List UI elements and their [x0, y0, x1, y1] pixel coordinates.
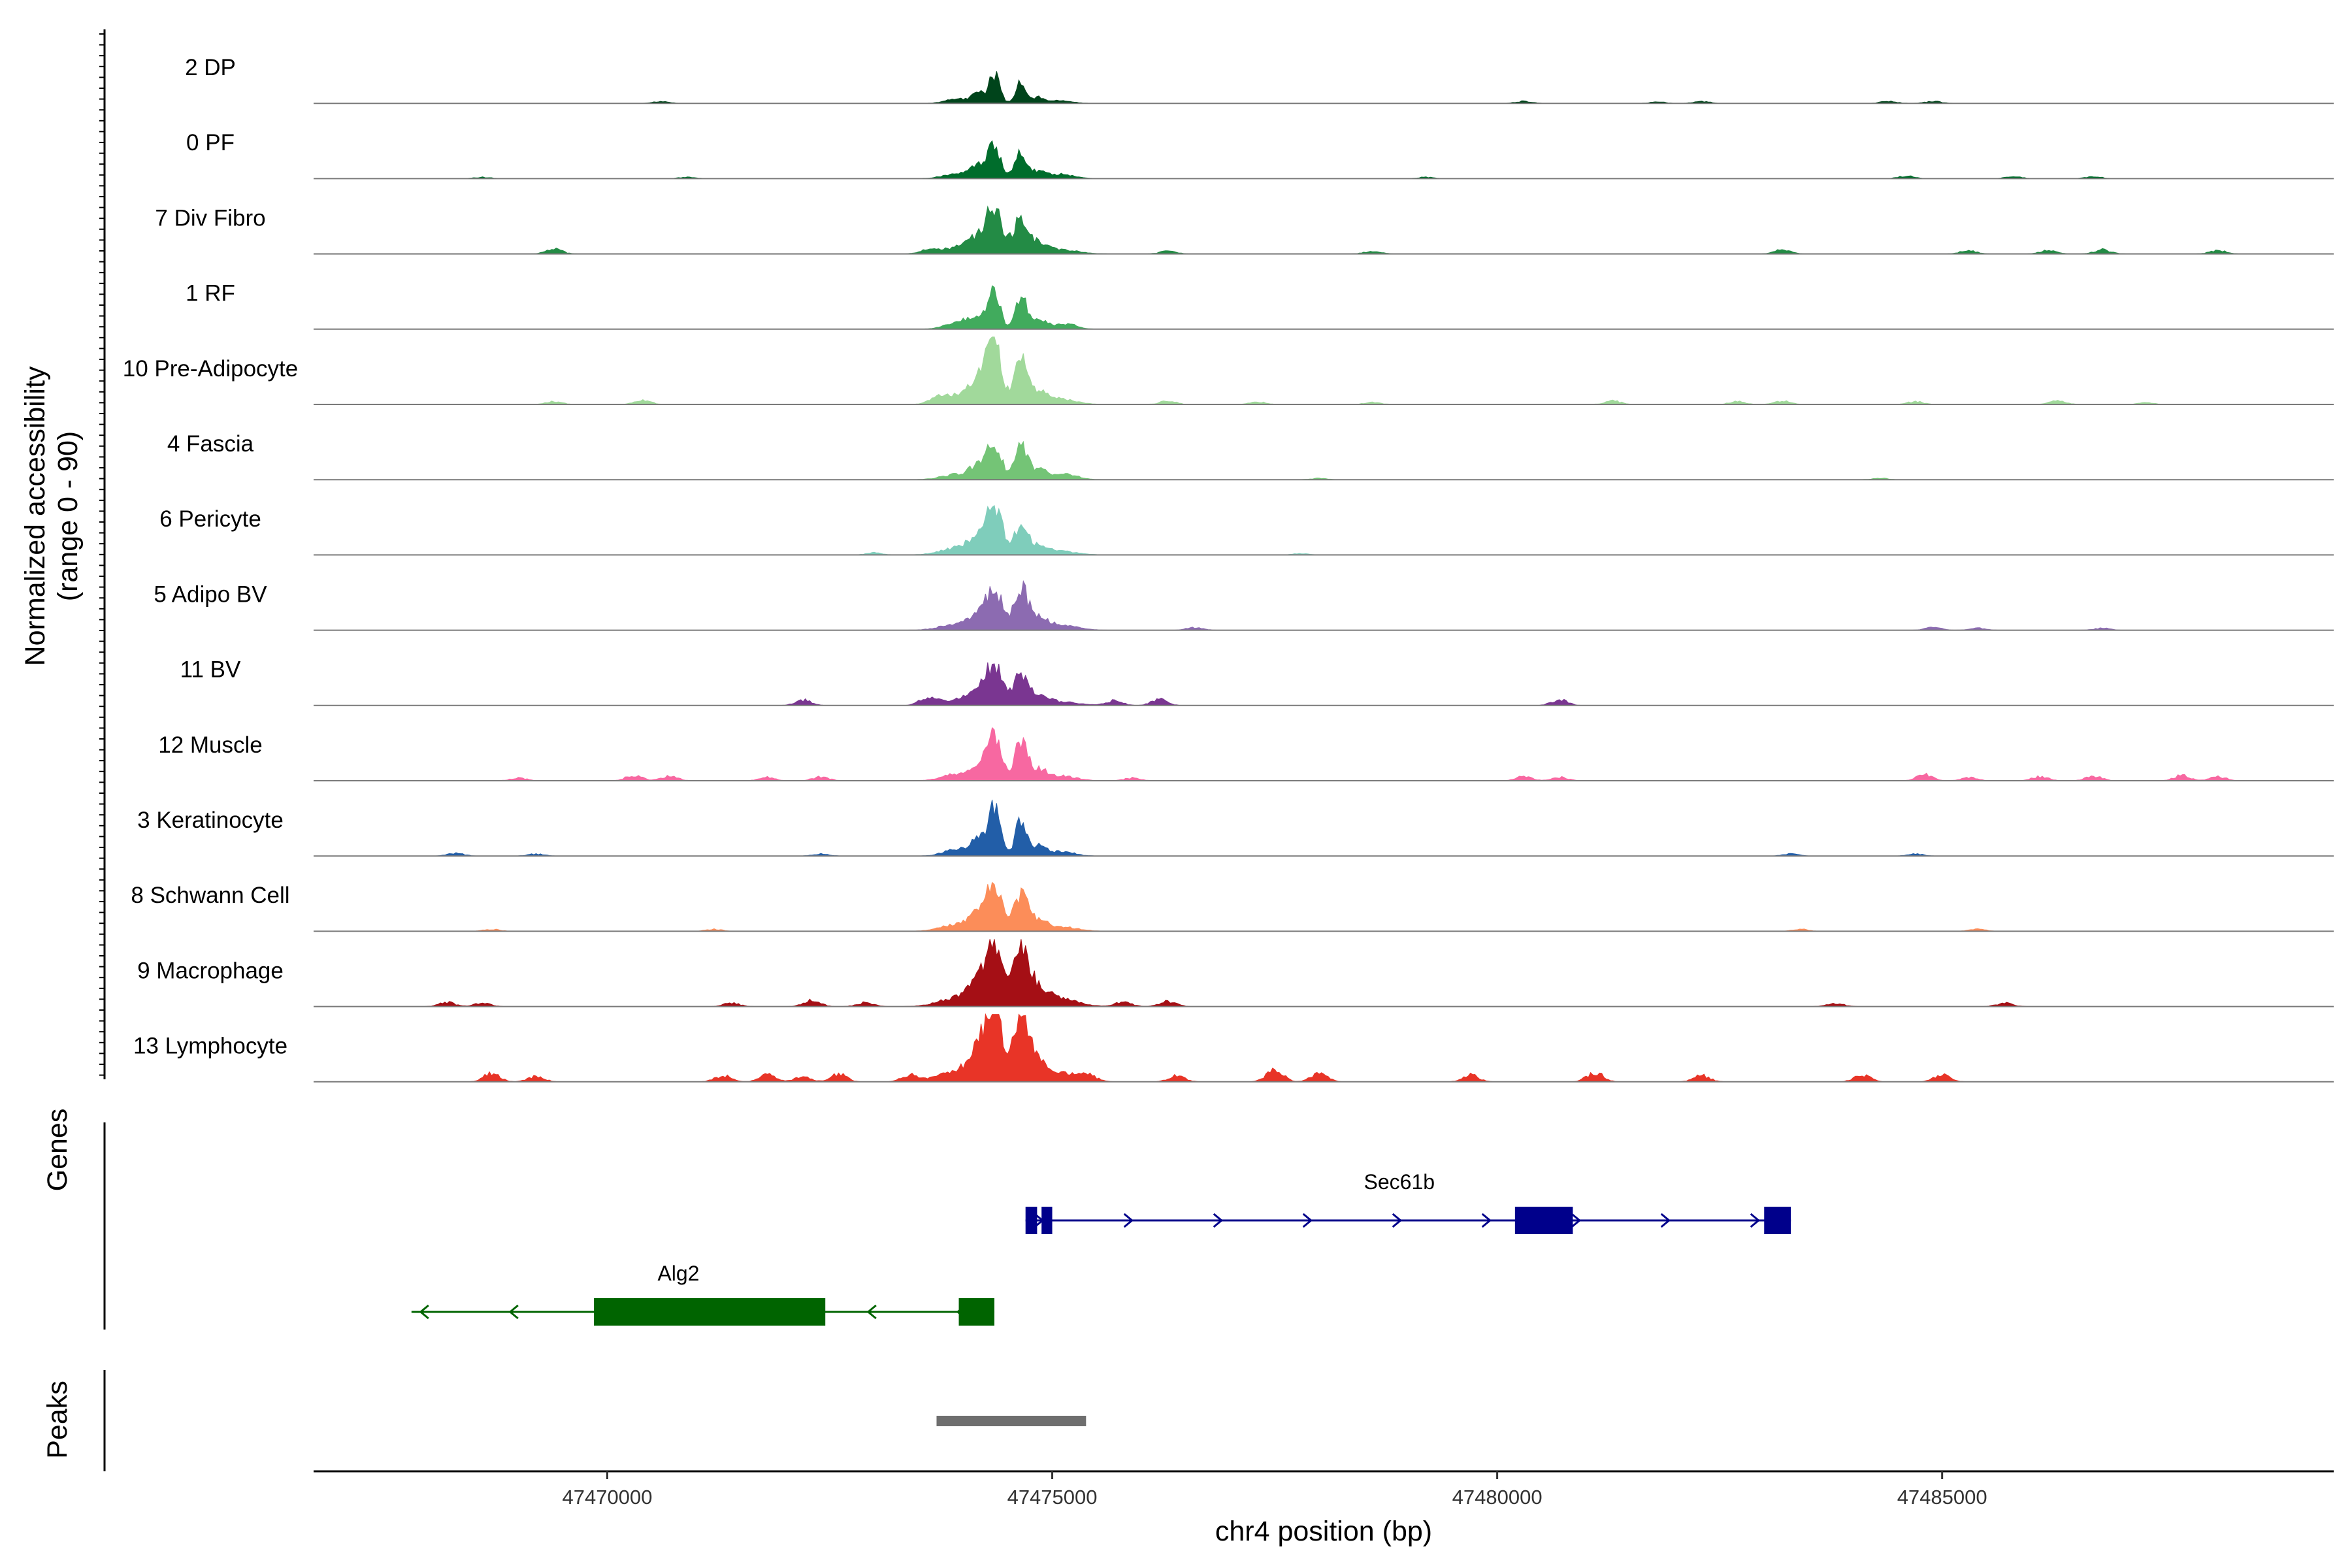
exon [1764, 1207, 1791, 1234]
track-label: 9 Macrophage [137, 958, 284, 983]
coverage-area [314, 336, 2334, 405]
exon [1041, 1207, 1053, 1234]
strand-arrow [866, 1304, 877, 1320]
track-7-div-fibro: 7 Div Fibro [155, 205, 2334, 255]
track-9-macrophage: 9 Macrophage [137, 939, 2334, 1007]
track-label: 11 BV [180, 657, 241, 683]
gene-label: Alg2 [657, 1262, 699, 1285]
strand-arrow [1660, 1213, 1671, 1228]
coverage-area [314, 662, 2334, 706]
track-4-fascia: 4 Fascia [167, 431, 2334, 481]
track-label: 1 RF [186, 281, 235, 306]
track-label: 7 Div Fibro [155, 205, 265, 231]
coverage-area [314, 285, 2334, 330]
peaks-panel-label: Peaks [42, 1380, 73, 1459]
strand-arrow [1213, 1213, 1224, 1228]
x-tick-label: 47475000 [1007, 1486, 1098, 1509]
coverage-area [314, 205, 2334, 255]
track-label: 5 Adipo BV [154, 581, 267, 607]
track-3-keratinocyte: 3 Keratinocyte [137, 800, 2334, 857]
strand-arrow [419, 1304, 429, 1320]
coverage-area [314, 71, 2334, 104]
coverage-area [314, 505, 2334, 555]
track-label: 2 DP [185, 55, 236, 80]
track-8-schwann-cell: 8 Schwann Cell [131, 881, 2334, 932]
strand-arrow [1392, 1213, 1403, 1228]
exon [594, 1298, 826, 1326]
track-label: 4 Fascia [167, 431, 254, 457]
track-label: 13 Lymphocyte [133, 1034, 287, 1059]
coverage-area [314, 881, 2334, 932]
peak-region [936, 1416, 1086, 1426]
gene-track: Sec61b Alg2 [411, 1170, 1791, 1326]
strand-arrow [1123, 1213, 1134, 1228]
track-label: 12 Muscle [158, 732, 263, 758]
track-10-pre-adipocyte: 10 Pre-Adipocyte [123, 336, 2334, 405]
track-13-lymphocyte: 13 Lymphocyte [133, 1013, 2334, 1083]
track-label: 0 PF [186, 130, 235, 155]
coverage-area [314, 440, 2334, 480]
x-tick-label: 47480000 [1452, 1486, 1543, 1509]
gene-label: Sec61b [1364, 1170, 1435, 1194]
track-0-pf: 0 PF [186, 130, 2334, 180]
coverage-area [314, 939, 2334, 1007]
track-12-muscle: 12 Muscle [158, 727, 2334, 781]
exon [958, 1298, 995, 1326]
coverage-area [314, 727, 2334, 781]
peak-track [936, 1416, 1086, 1426]
strand-arrow [1750, 1213, 1761, 1228]
strand-arrow [1571, 1213, 1582, 1228]
track-label: 8 Schwann Cell [131, 883, 289, 908]
strand-arrow [1481, 1213, 1492, 1228]
coverage-area [314, 800, 2334, 857]
x-axis-title: chr4 position (bp) [1215, 1516, 1432, 1547]
gene-alg2: Alg2 [411, 1262, 995, 1326]
coverage-area [314, 1013, 2334, 1083]
exon [1514, 1207, 1573, 1234]
gene-sec61b: Sec61b [1025, 1170, 1791, 1234]
y-axis-title: Normalized accessibility [20, 366, 51, 666]
coverage-tracks: 2 DP 0 PF 7 Div Fibro 1 RF 10 Pre-Adipocyte 4… [123, 55, 2334, 1083]
exon [1025, 1207, 1037, 1234]
y-axis-range: (range 0 - 90) [52, 431, 84, 602]
coverage-area [314, 580, 2334, 631]
coverage-area [314, 140, 2334, 179]
track-label: 10 Pre-Adipocyte [123, 356, 298, 382]
track-6-pericyte: 6 Pericyte [159, 505, 2334, 556]
track-11-bv: 11 BV [180, 657, 2334, 706]
track-label: 6 Pericyte [159, 506, 261, 532]
x-tick-label: 47470000 [563, 1486, 653, 1509]
x-axis-ticks: 47470000 47475000 47480000 47485000 [563, 1471, 1987, 1509]
track-1-rf: 1 RF [186, 281, 2334, 330]
coverage-y-ticks [99, 33, 105, 1076]
strand-arrow [1302, 1213, 1313, 1228]
track-2-dp: 2 DP [185, 55, 2334, 105]
x-tick-label: 47485000 [1897, 1486, 1987, 1509]
strand-arrow [508, 1304, 519, 1320]
genes-panel-label: Genes [42, 1109, 73, 1192]
track-label: 3 Keratinocyte [137, 808, 284, 833]
track-5-adipo-bv: 5 Adipo BV [154, 580, 2334, 631]
